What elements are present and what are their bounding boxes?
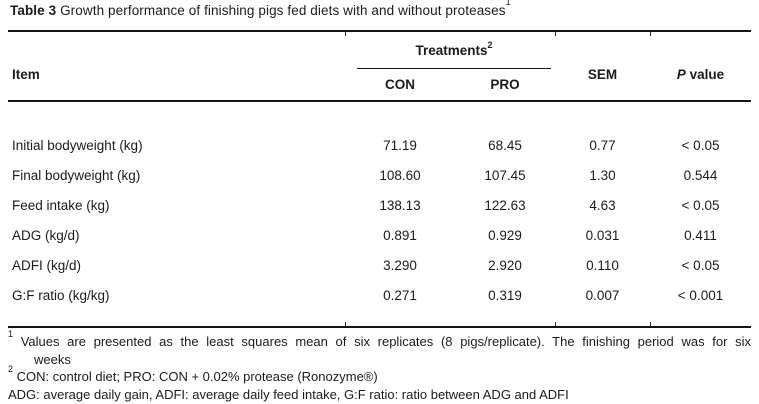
table-caption-number: Table 3 [10, 3, 57, 18]
spacer-row [8, 310, 751, 327]
column-boundary-tick [650, 32, 651, 36]
row-label: Initial bodyweight (kg) [12, 137, 143, 153]
results-table-wrap: Item Treatments 2 SEM P value CON PRO Ini… [8, 30, 752, 328]
column-header-pro: PRO [455, 69, 556, 102]
p-value: 0.411 [684, 227, 717, 243]
column-boundary-tick [555, 322, 556, 326]
caption-footnote-mark: 1 [505, 0, 511, 7]
table-caption: Table 3 Growth performance of finishing … [10, 0, 511, 18]
table-row: G:F ratio (kg/kg) 0.271 0.319 0.007 < 0.… [8, 280, 751, 310]
row-label: G:F ratio (kg/kg) [12, 287, 110, 303]
row-label: ADG (kg/d) [12, 227, 80, 243]
column-boundary-tick [345, 32, 346, 36]
con-value: 0.891 [383, 227, 417, 243]
pro-value: 0.319 [488, 287, 522, 303]
p-value: 0.544 [683, 167, 718, 183]
column-boundary-tick [555, 32, 556, 36]
column-boundary-tick [345, 322, 346, 326]
row-label: Feed intake (kg) [12, 197, 110, 213]
p-value: < 0.05 [681, 137, 720, 153]
footnote-2: 2 CON: control diet; PRO: CON + 0.02% pr… [8, 363, 378, 384]
footnote-1-mark: 1 [8, 328, 14, 339]
pro-value: 0.929 [488, 227, 522, 243]
column-group-treatments: Treatments 2 [345, 31, 555, 69]
footnote-abbreviations: ADG: average daily gain, ADFI: average d… [8, 386, 569, 402]
table-row: Initial bodyweight (kg) 71.19 68.45 0.77… [8, 130, 751, 160]
sem-value: 0.77 [589, 137, 616, 153]
footnote-1: 1 Values are presented as the least squa… [8, 328, 751, 349]
table-row: ADFI (kg/d) 3.290 2.920 0.110 < 0.05 [8, 250, 751, 280]
column-boundary-tick [650, 322, 651, 326]
sem-value: 0.110 [586, 257, 619, 273]
column-header-con: CON [345, 69, 455, 102]
spacer-row [8, 101, 751, 130]
p-value: < 0.05 [681, 197, 720, 213]
footnote-2-mark: 2 [8, 363, 14, 374]
p-value: < 0.001 [677, 287, 724, 303]
table-row: ADG (kg/d) 0.891 0.929 0.031 0.411 [8, 220, 751, 250]
table-caption-text: Growth performance of finishing pigs fed… [56, 3, 506, 18]
sem-value: 0.031 [585, 227, 620, 243]
column-header-item: Item [8, 31, 345, 102]
row-label: ADFI (kg/d) [12, 257, 82, 273]
column-header-p-value: P value [650, 31, 752, 102]
con-value: 138.13 [379, 197, 421, 213]
pro-value: 68.45 [488, 137, 522, 153]
con-value: 71.19 [383, 137, 417, 153]
footnotes: 1 Values are presented as the least squa… [8, 328, 751, 403]
p-value: < 0.05 [681, 257, 720, 273]
header-row-group: Item Treatments 2 SEM P value [8, 31, 752, 102]
results-table: Item Treatments 2 SEM P value CON PRO Ini… [8, 30, 752, 328]
treatments-spanner: Treatments 2 [357, 32, 552, 69]
header-row-treatments: CON PRO [8, 69, 751, 102]
column-header-sem: SEM [555, 31, 651, 102]
row-label: Final bodyweight (kg) [12, 167, 141, 183]
table-row: Final bodyweight (kg) 108.60 107.45 1.30… [8, 160, 751, 190]
sem-value: 0.007 [585, 287, 620, 303]
con-value: 0.271 [383, 287, 417, 303]
table-row: Feed intake (kg) 138.13 122.63 4.63 < 0.… [8, 190, 751, 220]
con-value: 3.290 [383, 257, 417, 273]
footnote-1-continued: weeks [34, 351, 71, 367]
pro-value: 2.920 [488, 257, 522, 273]
pro-value: 122.63 [484, 197, 526, 213]
sem-value: 1.30 [589, 167, 616, 183]
con-value: 108.60 [379, 167, 421, 183]
pro-value: 107.45 [484, 167, 526, 183]
sem-value: 4.63 [589, 197, 616, 213]
